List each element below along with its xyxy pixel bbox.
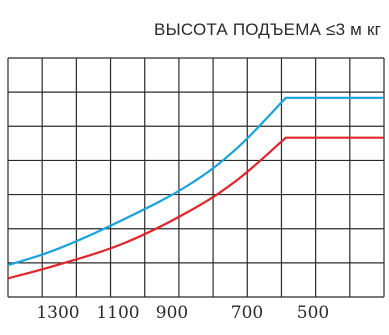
- chart-series: [7, 96, 384, 280]
- x-tick-label: 1300: [36, 303, 79, 323]
- series-line-2: [7, 136, 384, 280]
- x-axis-tick-labels: 1300 1100 900 700 500: [36, 303, 329, 323]
- x-tick-label: 700: [231, 303, 263, 323]
- series-line-1: [7, 96, 384, 267]
- x-tick-label: 900: [156, 303, 188, 323]
- x-tick-label: 1100: [96, 303, 139, 323]
- x-tick-label: 500: [297, 303, 329, 323]
- chart-grid: [7, 57, 385, 298]
- chart-title: ВЫСОТА ПОДЪЕМА ≤3 м кг: [154, 20, 381, 39]
